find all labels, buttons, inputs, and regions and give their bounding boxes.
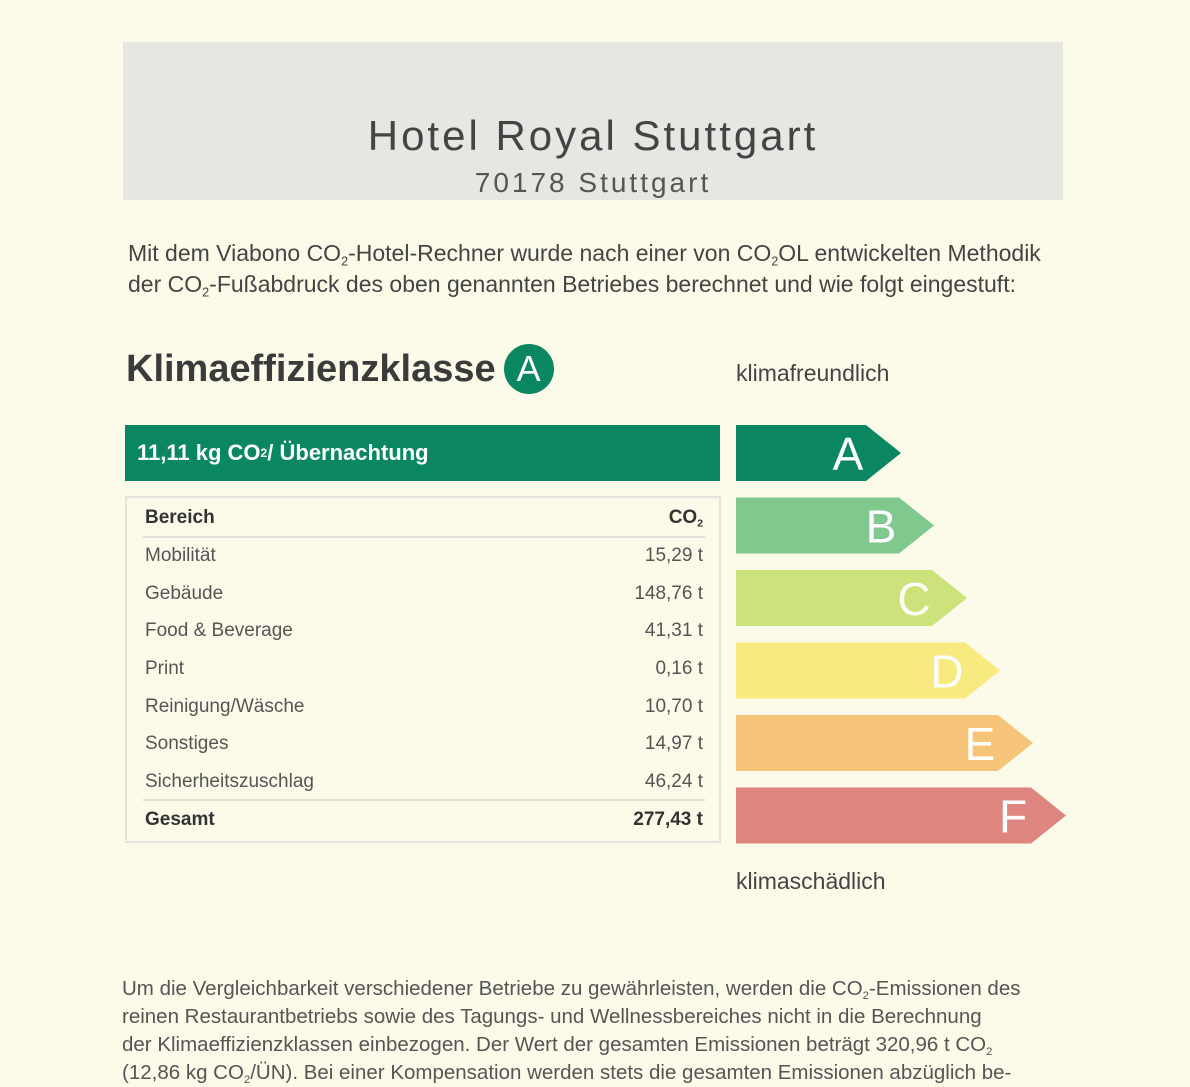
class-letter-b: B	[866, 501, 897, 553]
efficiency-class-heading: Klimaeffizienzklasse A	[126, 344, 554, 394]
co2-per-night-bar: 11,11 kg CO 2 / Übernachtung	[125, 425, 720, 481]
class-arrow-a	[736, 425, 901, 481]
footer-line: (12,86 kg CO2/ÜN). Bei einer Kompensatio…	[122, 1061, 1012, 1086]
table-row: Sonstiges 14,97 t	[145, 733, 703, 754]
efficiency-class-badge: A	[503, 344, 554, 394]
footer-line: Um die Vergleichbarkeit verschiedener Be…	[122, 977, 1021, 1002]
co2-per-night-prefix: 11,11 kg CO	[137, 440, 261, 465]
intro-text: Mit dem Viabono CO2-Hotel-Rechner wurde …	[128, 240, 1041, 300]
scale-label-bottom: klimaschädlich	[736, 868, 886, 894]
total-divider	[143, 799, 705, 801]
class-arrow-b	[736, 497, 934, 554]
hotel-city: 70178 Stuttgart	[474, 167, 712, 198]
class-letter-c: C	[897, 573, 930, 625]
scale-label-top: klimafreundlich	[736, 360, 890, 386]
class-arrow-c	[736, 570, 967, 626]
table-row: Food & Beverage 41,31 t	[145, 620, 703, 641]
table-row: Mobilität 15,29 t	[145, 545, 703, 566]
header-bereich: Bereich	[145, 507, 215, 528]
co2-per-night-suffix: / Übernachtung	[267, 440, 429, 465]
hotel-header: Hotel Royal Stuttgart 70178 Stuttgart	[123, 42, 1063, 200]
table-row: Print 0,16 t	[145, 658, 703, 679]
table-row: Reinigung/Wäsche 10,70 t	[145, 696, 703, 717]
class-letter-a: A	[833, 428, 864, 480]
footer-line: reinen Restaurantbetriebs sowie des Tagu…	[122, 1005, 982, 1028]
table-total-row: Gesamt 277,43 t	[145, 809, 703, 830]
class-letter-e: E	[965, 718, 996, 770]
table-header-row: Bereich CO2	[145, 500, 703, 536]
footer-note: Um die Vergleichbarkeit verschiedener Be…	[122, 975, 1064, 1087]
header-co2: CO2	[668, 507, 703, 530]
header-divider	[143, 536, 705, 538]
class-letter-f: F	[999, 791, 1027, 843]
hotel-name: Hotel Royal Stuttgart	[367, 112, 819, 159]
footer-line: der Klimaeffizienzklassen einbezogen. De…	[122, 1033, 993, 1058]
table-row: Sicherheitszuschlag 46,24 t	[145, 771, 703, 792]
class-letter-d: D	[930, 646, 963, 698]
class-arrow-f	[736, 787, 1066, 844]
co2-breakdown-table: Bereich CO2 Mobilität 15,29 t Gebäude 14…	[125, 496, 721, 843]
class-arrow-d	[736, 642, 1000, 699]
efficiency-class-title: Klimaeffizienzklasse	[126, 347, 496, 390]
class-arrow-e	[736, 715, 1033, 771]
table-row: Gebäude 148,76 t	[145, 583, 703, 604]
